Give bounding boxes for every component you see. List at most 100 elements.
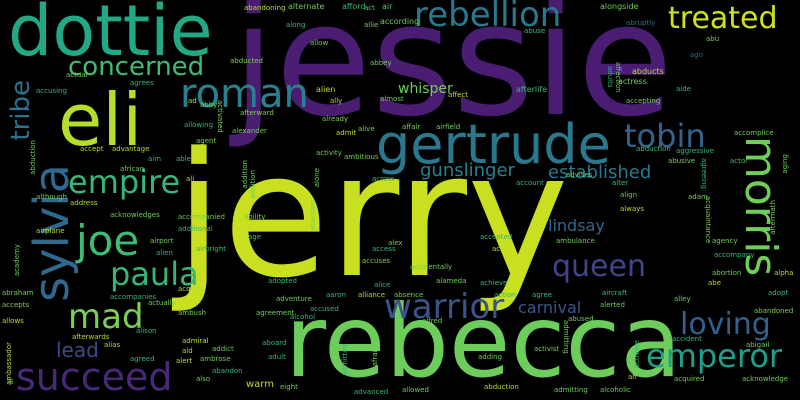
small-word: alongside — [600, 2, 639, 11]
small-word: advantage — [112, 145, 150, 153]
small-word: abandon — [309, 200, 317, 231]
small-word: aid — [182, 347, 193, 355]
small-word: alcoholic — [600, 386, 631, 394]
small-word: allowed — [402, 386, 429, 394]
small-word: activate — [633, 340, 641, 369]
small-word: abruptly — [626, 19, 656, 27]
small-word: admitting — [554, 386, 588, 394]
small-word: abandon — [212, 367, 243, 375]
small-word: additional — [178, 225, 213, 233]
word-succeed: succeed — [16, 355, 173, 399]
small-word: adventure — [276, 295, 312, 303]
small-word: accomplice — [734, 129, 774, 137]
small-word: ally — [330, 97, 343, 105]
word-tobin: tobin — [624, 117, 706, 155]
small-word: allows — [2, 317, 24, 325]
small-word: ambulance — [556, 237, 595, 245]
small-word: aging — [781, 154, 789, 174]
small-word: align — [620, 191, 638, 199]
word-jerry: jerry — [175, 115, 569, 316]
small-word: almost — [380, 95, 404, 103]
small-word: aggressive — [676, 147, 714, 155]
small-word: alliance — [358, 291, 386, 299]
small-word: alameda — [436, 277, 467, 285]
small-word: abusive — [668, 157, 696, 165]
small-word: alone — [313, 168, 321, 188]
small-word: also — [196, 375, 211, 383]
small-word: actual — [66, 71, 88, 79]
small-word: addict — [212, 345, 234, 353]
word-roman: roman — [180, 71, 309, 117]
small-word: acquire — [178, 285, 204, 293]
small-word: academy — [13, 244, 21, 277]
word-established: established — [548, 162, 652, 183]
small-word: abu — [706, 35, 720, 43]
word-whisper: whisper — [398, 81, 453, 97]
word-morris: morris — [735, 136, 786, 277]
small-word: abe — [708, 279, 722, 287]
small-word: allowing — [184, 121, 214, 129]
small-word: achieve — [480, 279, 508, 287]
small-word: ah — [628, 373, 637, 381]
small-word: alias — [104, 341, 121, 349]
word-rebecca: rebecca — [285, 283, 682, 400]
small-word: ad — [188, 97, 197, 105]
small-word: according — [380, 17, 420, 26]
small-word: abducted — [230, 57, 263, 65]
small-word: affection — [614, 62, 622, 93]
small-word: airport — [150, 237, 174, 245]
small-word: afford — [342, 2, 366, 11]
small-word: alice — [374, 281, 391, 289]
word-warrior: warrior — [384, 287, 505, 327]
word-carnival: carnival — [518, 298, 582, 317]
small-word: address — [70, 199, 98, 207]
small-word: abortion — [712, 269, 742, 277]
small-word: accompanied — [178, 213, 225, 221]
word-gunslinger: gunslinger — [420, 160, 515, 181]
small-word: allow — [310, 39, 329, 47]
small-word: adopt — [768, 289, 789, 297]
small-word: airplane — [36, 227, 65, 235]
small-word: alcohol — [290, 313, 316, 321]
small-word: although — [36, 193, 68, 201]
small-word: act — [364, 4, 375, 12]
small-word: eight — [280, 383, 298, 391]
small-word: ambrose — [200, 355, 231, 363]
small-word: aaron — [326, 291, 347, 299]
small-word: aide — [676, 85, 691, 93]
small-word: african — [120, 165, 145, 173]
word-mad: mad — [68, 297, 144, 337]
word-dottie: dottie — [8, 0, 213, 72]
small-word: alerted — [600, 301, 625, 309]
small-word: abused — [568, 315, 594, 323]
small-word: aircraft — [602, 289, 628, 297]
small-word: abduction — [636, 145, 671, 153]
small-word: abandoning — [244, 4, 286, 12]
small-word: alley — [674, 295, 691, 303]
small-word: admitting — [562, 320, 570, 354]
word-rebellion: rebellion — [414, 0, 562, 35]
small-word: abraham — [2, 289, 34, 297]
small-word: actress — [618, 77, 647, 86]
small-word: agency — [712, 237, 738, 245]
small-word: admitted — [341, 344, 349, 376]
small-word: actually — [148, 299, 176, 307]
word-queen: queen — [552, 249, 646, 284]
small-word: affect — [448, 91, 469, 99]
small-word: acid — [492, 245, 507, 253]
small-word: across — [372, 175, 395, 183]
small-word: admit — [336, 129, 357, 137]
small-word: agreement — [256, 309, 295, 317]
small-word: afterward — [240, 109, 274, 117]
small-word: aboard — [262, 339, 287, 347]
small-word: afterlife — [516, 85, 548, 94]
small-word: adult — [268, 353, 286, 361]
small-word: adding — [478, 353, 503, 361]
word-gertrude: gertrude — [376, 113, 611, 176]
small-word: admiral — [182, 337, 209, 345]
small-word: ali — [186, 175, 195, 183]
small-word: alpha — [774, 269, 794, 277]
small-word: aim — [148, 155, 162, 163]
small-word: accident — [672, 335, 702, 343]
